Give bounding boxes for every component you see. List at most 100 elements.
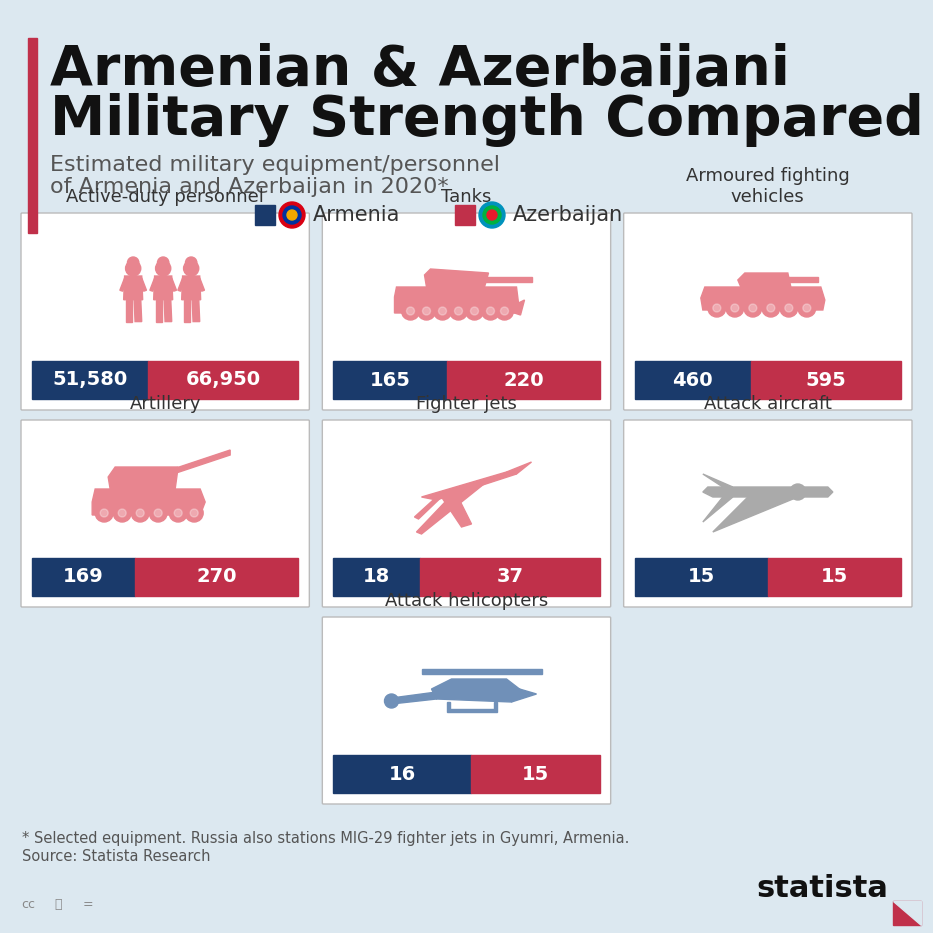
Circle shape	[100, 509, 108, 517]
Circle shape	[495, 302, 513, 320]
Text: Armenian & Azerbaijani: Armenian & Azerbaijani	[50, 43, 790, 97]
Circle shape	[450, 302, 467, 320]
Circle shape	[744, 299, 762, 317]
FancyBboxPatch shape	[21, 420, 310, 607]
Polygon shape	[182, 276, 201, 299]
Circle shape	[287, 210, 297, 220]
Text: * Selected equipment. Russia also stations MIG-29 fighter jets in Gyumri, Armeni: * Selected equipment. Russia also statio…	[22, 831, 630, 846]
Polygon shape	[703, 487, 833, 497]
Text: ⓘ: ⓘ	[54, 898, 62, 912]
Bar	[32, 361, 148, 399]
Bar	[893, 901, 921, 925]
Polygon shape	[178, 278, 185, 291]
FancyBboxPatch shape	[623, 420, 912, 607]
Bar	[148, 361, 299, 399]
Text: 460: 460	[673, 370, 713, 389]
Circle shape	[156, 261, 171, 276]
Circle shape	[186, 257, 197, 269]
Text: Military Strength Compared: Military Strength Compared	[50, 93, 924, 147]
Circle shape	[483, 206, 501, 224]
Text: statista: statista	[756, 874, 888, 903]
Bar	[255, 205, 275, 225]
Text: 15: 15	[522, 764, 549, 784]
Circle shape	[118, 509, 126, 517]
Text: Attack helicopters: Attack helicopters	[385, 592, 548, 610]
Polygon shape	[395, 287, 519, 313]
Text: Active-duty personnel: Active-duty personnel	[66, 188, 264, 206]
Circle shape	[185, 504, 203, 522]
Circle shape	[154, 509, 162, 517]
Bar	[455, 205, 475, 225]
Bar	[471, 755, 600, 793]
Circle shape	[500, 307, 508, 315]
Text: of Armenia and Azerbaijan in 2020*: of Armenia and Azerbaijan in 2020*	[50, 177, 449, 197]
Polygon shape	[431, 679, 520, 702]
Circle shape	[136, 509, 145, 517]
Circle shape	[726, 299, 744, 317]
Bar	[422, 669, 541, 674]
Circle shape	[762, 299, 780, 317]
Text: 270: 270	[196, 567, 237, 587]
Polygon shape	[124, 276, 143, 299]
Text: 51,580: 51,580	[52, 370, 128, 389]
Circle shape	[423, 307, 430, 315]
Text: 15: 15	[821, 567, 848, 587]
Polygon shape	[92, 489, 205, 515]
Circle shape	[713, 304, 721, 312]
Bar	[333, 755, 471, 793]
Circle shape	[785, 304, 793, 312]
Text: Estimated military equipment/personnel: Estimated military equipment/personnel	[50, 155, 500, 175]
FancyBboxPatch shape	[322, 213, 611, 410]
Text: 169: 169	[63, 567, 104, 587]
Polygon shape	[170, 450, 230, 475]
Text: Attack aircraft: Attack aircraft	[703, 395, 832, 413]
Bar	[448, 361, 600, 399]
Circle shape	[128, 257, 139, 269]
Circle shape	[749, 304, 757, 312]
Circle shape	[798, 299, 815, 317]
Polygon shape	[414, 497, 440, 519]
Circle shape	[731, 304, 739, 312]
Bar	[134, 558, 299, 596]
Circle shape	[113, 504, 132, 522]
Circle shape	[790, 484, 806, 500]
Circle shape	[169, 504, 188, 522]
Circle shape	[466, 302, 483, 320]
Circle shape	[434, 302, 452, 320]
Polygon shape	[514, 300, 524, 315]
Polygon shape	[164, 299, 172, 322]
Circle shape	[158, 257, 169, 269]
Text: Armoured fighting
vehicles: Armoured fighting vehicles	[686, 167, 850, 206]
Text: 66,950: 66,950	[186, 370, 260, 389]
Polygon shape	[703, 497, 732, 522]
Bar	[634, 361, 751, 399]
Polygon shape	[134, 299, 142, 322]
Polygon shape	[447, 702, 496, 712]
Polygon shape	[156, 299, 162, 322]
Bar	[421, 558, 600, 596]
Bar	[333, 558, 421, 596]
Text: Source: Statista Research: Source: Statista Research	[22, 849, 211, 864]
Circle shape	[454, 307, 463, 315]
Circle shape	[802, 304, 811, 312]
Circle shape	[126, 261, 141, 276]
Polygon shape	[192, 299, 200, 322]
Text: 220: 220	[503, 370, 544, 389]
Text: 16: 16	[388, 764, 416, 784]
FancyBboxPatch shape	[322, 617, 611, 804]
Polygon shape	[703, 474, 732, 487]
Bar	[634, 558, 768, 596]
Bar	[768, 558, 901, 596]
Polygon shape	[126, 299, 132, 322]
FancyBboxPatch shape	[322, 420, 611, 607]
Polygon shape	[140, 278, 146, 291]
Polygon shape	[170, 278, 176, 291]
Circle shape	[481, 302, 499, 320]
Polygon shape	[893, 901, 921, 925]
Circle shape	[95, 504, 113, 522]
Bar	[481, 277, 532, 282]
Circle shape	[384, 694, 398, 708]
Circle shape	[470, 307, 479, 315]
Text: 18: 18	[363, 567, 391, 587]
Text: Azerbaijan: Azerbaijan	[513, 205, 623, 225]
